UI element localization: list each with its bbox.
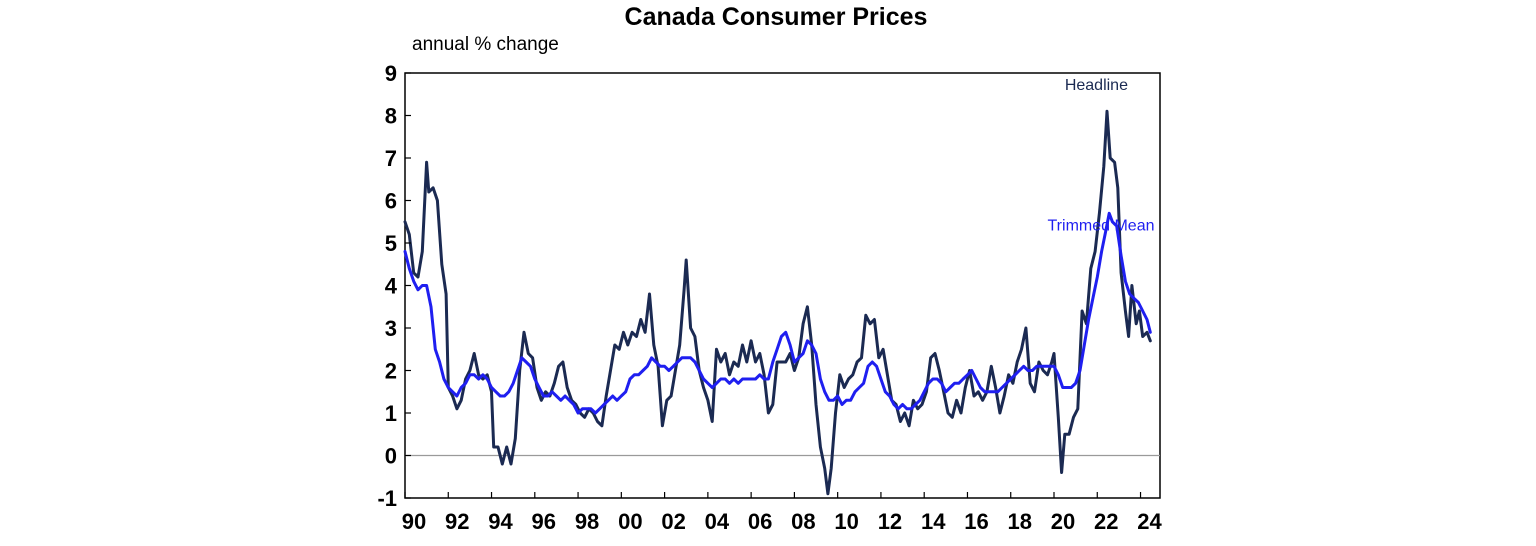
x-tick-label: 12 — [878, 509, 902, 534]
y-tick-label: 5 — [385, 231, 397, 256]
x-tick-label: 96 — [532, 509, 556, 534]
y-tick-label: 0 — [385, 444, 397, 469]
y-tick-label: 1 — [385, 401, 397, 426]
x-tick-label: 22 — [1094, 509, 1118, 534]
x-tick-label: 94 — [488, 509, 513, 534]
series-annotations: Headline Trimmed Mean — [1048, 77, 1155, 234]
x-tick-label: 92 — [445, 509, 469, 534]
plot-area — [404, 72, 1161, 499]
x-tick-label: 16 — [964, 509, 988, 534]
x-tick-label: 98 — [575, 509, 599, 534]
x-tick-label: 00 — [618, 509, 642, 534]
series-line-headline — [403, 109, 1152, 496]
y-axis-label: annual % change — [412, 34, 559, 55]
y-tick-label: 9 — [385, 61, 397, 86]
x-tick-label: 14 — [921, 509, 946, 534]
y-tick-label: 3 — [385, 316, 397, 341]
x-axis-ticks: 90 92 94 96 98 00 02 04 06 08 10 12 14 16 18 20 22 24 — [402, 492, 1163, 534]
series-label-headline: Headline — [1065, 77, 1128, 94]
y-tick-label: 7 — [385, 146, 397, 171]
series-line-trimmed-mean — [403, 211, 1152, 415]
y-tick-label: -1 — [377, 486, 397, 511]
x-tick-label: 90 — [402, 509, 426, 534]
y-axis-ticks: -1 0 1 2 3 4 5 6 7 8 9 — [377, 61, 411, 511]
x-tick-label: 24 — [1137, 509, 1162, 534]
x-tick-label: 20 — [1051, 509, 1075, 534]
series-lines — [403, 109, 1152, 496]
x-tick-label: 18 — [1007, 509, 1031, 534]
series-label-trimmed-mean: Trimmed Mean — [1048, 217, 1155, 234]
plot-border — [404, 72, 1161, 499]
x-tick-label: 06 — [748, 509, 772, 534]
chart-title: Canada Consumer Prices — [625, 3, 928, 31]
y-tick-label: 4 — [385, 274, 398, 299]
y-tick-label: 6 — [385, 189, 397, 214]
y-tick-label: 8 — [385, 104, 397, 129]
x-tick-label: 08 — [791, 509, 815, 534]
x-tick-label: 04 — [705, 509, 730, 534]
x-tick-label: 10 — [834, 509, 858, 534]
x-tick-label: 02 — [661, 509, 685, 534]
y-tick-label: 2 — [385, 359, 397, 384]
